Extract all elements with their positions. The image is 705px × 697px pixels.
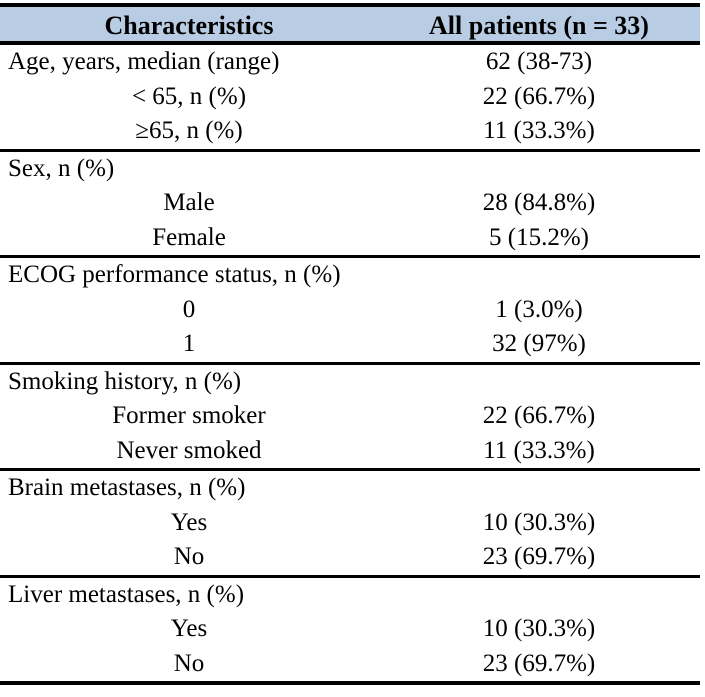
- table-section: Sex, n (%) Male 28 (84.8%) Female 5 (15.2%): [0, 148, 700, 256]
- table-row: Age, years, median (range) 62 (38-73): [0, 45, 700, 80]
- table-section: Smoking history, n (%) Former smoker 22 (6…: [0, 361, 700, 469]
- row-sublabel: < 65, n (%): [131, 82, 247, 110]
- table-row: Female 5 (15.2%): [0, 221, 700, 256]
- row-value: 22 (66.7%): [482, 402, 596, 429]
- row-sublabel: Yes: [170, 508, 208, 536]
- row-sublabel: Female: [152, 223, 226, 251]
- table-section: Liver metastases, n (%) Yes 10 (30.3%) No 23…: [0, 574, 700, 682]
- table-row: ECOG performance status, n (%): [0, 258, 700, 293]
- table-page: Characteristics All patients (n = 33) Ag…: [0, 3, 705, 697]
- row-value: [378, 365, 700, 400]
- table-section: Age, years, median (range) 62 (38-73) < 65…: [0, 45, 700, 149]
- row-value: 11 (33.3%): [483, 436, 595, 464]
- table-section: ECOG performance status, n (%) 0 1 (3.0%) 1…: [0, 255, 700, 362]
- row-value: 23 (69.7%): [482, 543, 596, 570]
- table-header-row: Characteristics All patients (n = 33): [0, 7, 700, 45]
- row-value: 10 (30.3%): [482, 508, 596, 536]
- table-row: < 65, n (%) 22 (66.7%): [0, 80, 700, 115]
- table-row: Brain metastases, n (%): [0, 471, 700, 506]
- row-value: 32 (97%): [492, 330, 586, 357]
- table-row: Smoking history, n (%): [0, 365, 700, 400]
- row-label: Smoking history, n (%): [8, 367, 242, 395]
- table-row: 1 32 (97%): [0, 327, 700, 362]
- row-label: Liver metastases, n (%): [8, 580, 245, 608]
- row-sublabel: 0: [182, 295, 196, 323]
- row-value: 10 (30.3%): [482, 615, 596, 642]
- row-sublabel: 1: [182, 330, 196, 357]
- row-value: [378, 471, 700, 506]
- table-row: No 23 (69.7%): [0, 647, 700, 682]
- table-row: Liver metastases, n (%): [0, 578, 700, 613]
- row-sublabel: ≥65, n (%): [135, 117, 243, 144]
- row-sublabel: Male: [163, 189, 215, 216]
- table-row: Former smoker 22 (66.7%): [0, 399, 700, 434]
- row-label: Age, years, median (range): [8, 48, 280, 75]
- row-value: [378, 258, 700, 293]
- row-label: Brain metastases, n (%): [8, 474, 246, 501]
- row-value: 11 (33.3%): [483, 117, 595, 144]
- table-row: Sex, n (%): [0, 152, 700, 187]
- patient-characteristics-table: Characteristics All patients (n = 33) Ag…: [0, 3, 700, 685]
- table-row: Never smoked 11 (33.3%): [0, 434, 700, 469]
- row-sublabel: Yes: [170, 615, 208, 642]
- row-value: [378, 578, 700, 613]
- row-sublabel: No: [173, 649, 205, 677]
- table-body: Age, years, median (range) 62 (38-73) < 65…: [0, 45, 700, 681]
- header-characteristics: Characteristics: [104, 11, 274, 40]
- row-value: 5 (15.2%): [489, 223, 589, 251]
- table-section: Brain metastases, n (%) Yes 10 (30.3%) No 23…: [0, 468, 700, 575]
- table-row: 0 1 (3.0%): [0, 293, 700, 328]
- row-sublabel: Former smoker: [112, 402, 266, 429]
- row-value: 23 (69.7%): [482, 649, 596, 677]
- row-value: 22 (66.7%): [482, 82, 596, 110]
- row-value: [378, 152, 700, 187]
- row-value: 28 (84.8%): [482, 189, 596, 216]
- table-row: ≥65, n (%) 11 (33.3%): [0, 114, 700, 149]
- row-value: 1 (3.0%): [495, 295, 583, 323]
- row-value: 62 (38-73): [485, 48, 593, 75]
- table-row: Male 28 (84.8%): [0, 186, 700, 221]
- row-label: Sex, n (%): [8, 154, 115, 182]
- row-label: ECOG performance status, n (%): [8, 261, 341, 288]
- row-sublabel: Never smoked: [116, 436, 262, 464]
- table-row: Yes 10 (30.3%): [0, 506, 700, 541]
- header-all-patients: All patients (n = 33): [429, 11, 649, 40]
- table-row: Yes 10 (30.3%): [0, 612, 700, 647]
- table-row: No 23 (69.7%): [0, 540, 700, 575]
- row-sublabel: No: [173, 543, 205, 570]
